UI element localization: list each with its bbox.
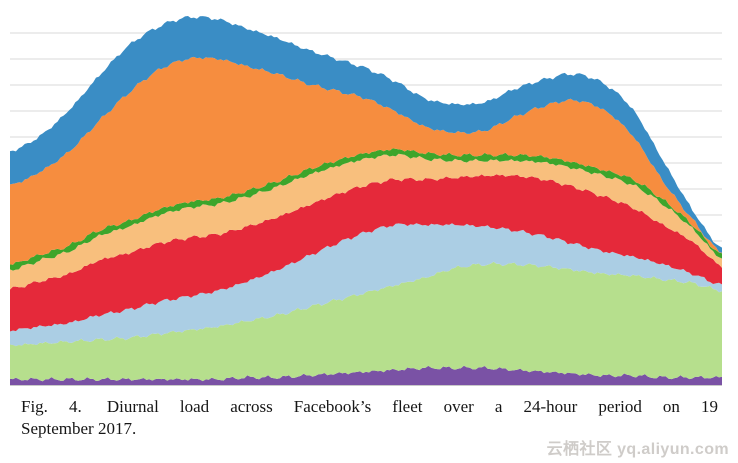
area-orange [10,56,722,265]
figure-caption-line1: Fig. 4. Diurnal load across Facebook’s f… [21,396,718,418]
area-light-blue [10,223,722,347]
area-peach [10,153,722,290]
figure-caption-line2: September 2017. [21,419,137,438]
figure-caption-text: Diurnal load across Facebook’s fleet ove… [106,397,718,416]
figure-caption: Fig. 4. Diurnal load across Facebook’s f… [21,396,718,440]
diurnal-stacked-area-chart [10,16,722,386]
area-purple [10,365,722,385]
figure-caption-label: Fig. 4. [21,397,82,416]
watermark-text: 云栖社区 yq.aliyun.com [546,441,729,458]
area-red [10,174,722,332]
area-light-green [10,261,722,382]
